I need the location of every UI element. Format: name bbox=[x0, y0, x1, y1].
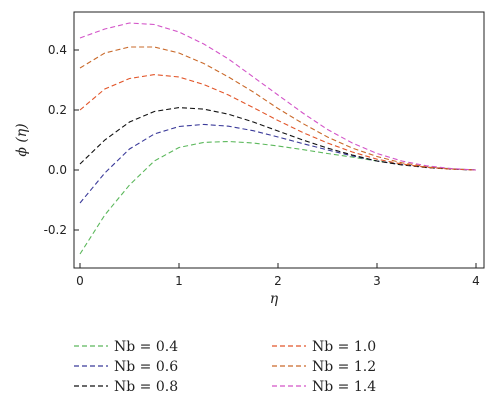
series-line-3 bbox=[79, 107, 477, 171]
series-layer bbox=[79, 22, 477, 255]
x-axis-ticks: 0 1 2 3 4 bbox=[76, 263, 480, 288]
x-tick-label: 4 bbox=[472, 274, 480, 288]
legend-label: Nb = 1.0 bbox=[312, 339, 376, 355]
legend: Nb = 0.4 Nb = 0.6 Nb = 0.8 Nb = 1.0 Nb = 1.2… bbox=[74, 339, 376, 395]
series-line-5 bbox=[79, 46, 477, 171]
series-line-6 bbox=[79, 22, 477, 171]
y-tick-label: 0.4 bbox=[48, 43, 67, 57]
y-axis-title: ϕ (η) bbox=[14, 123, 30, 156]
x-tick-label: 0 bbox=[76, 274, 84, 288]
x-tick-label: 3 bbox=[373, 274, 381, 288]
legend-label: Nb = 1.4 bbox=[312, 379, 376, 395]
legend-label: Nb = 1.2 bbox=[312, 359, 376, 375]
legend-label: Nb = 0.4 bbox=[114, 339, 178, 355]
legend-label: Nb = 0.8 bbox=[114, 379, 178, 395]
x-axis-title: η bbox=[270, 291, 279, 307]
series-line-4 bbox=[79, 74, 477, 171]
y-tick-label: 0.2 bbox=[48, 103, 67, 117]
x-tick-label: 2 bbox=[274, 274, 282, 288]
y-axis-ticks: -0.2 0.0 0.2 0.4 bbox=[44, 43, 79, 237]
y-tick-label: 0.0 bbox=[48, 163, 67, 177]
y-tick-label: -0.2 bbox=[44, 223, 67, 237]
x-tick-label: 1 bbox=[175, 274, 183, 288]
legend-label: Nb = 0.6 bbox=[114, 359, 178, 375]
plot-frame bbox=[73, 11, 485, 269]
series-line-1 bbox=[79, 140, 477, 255]
